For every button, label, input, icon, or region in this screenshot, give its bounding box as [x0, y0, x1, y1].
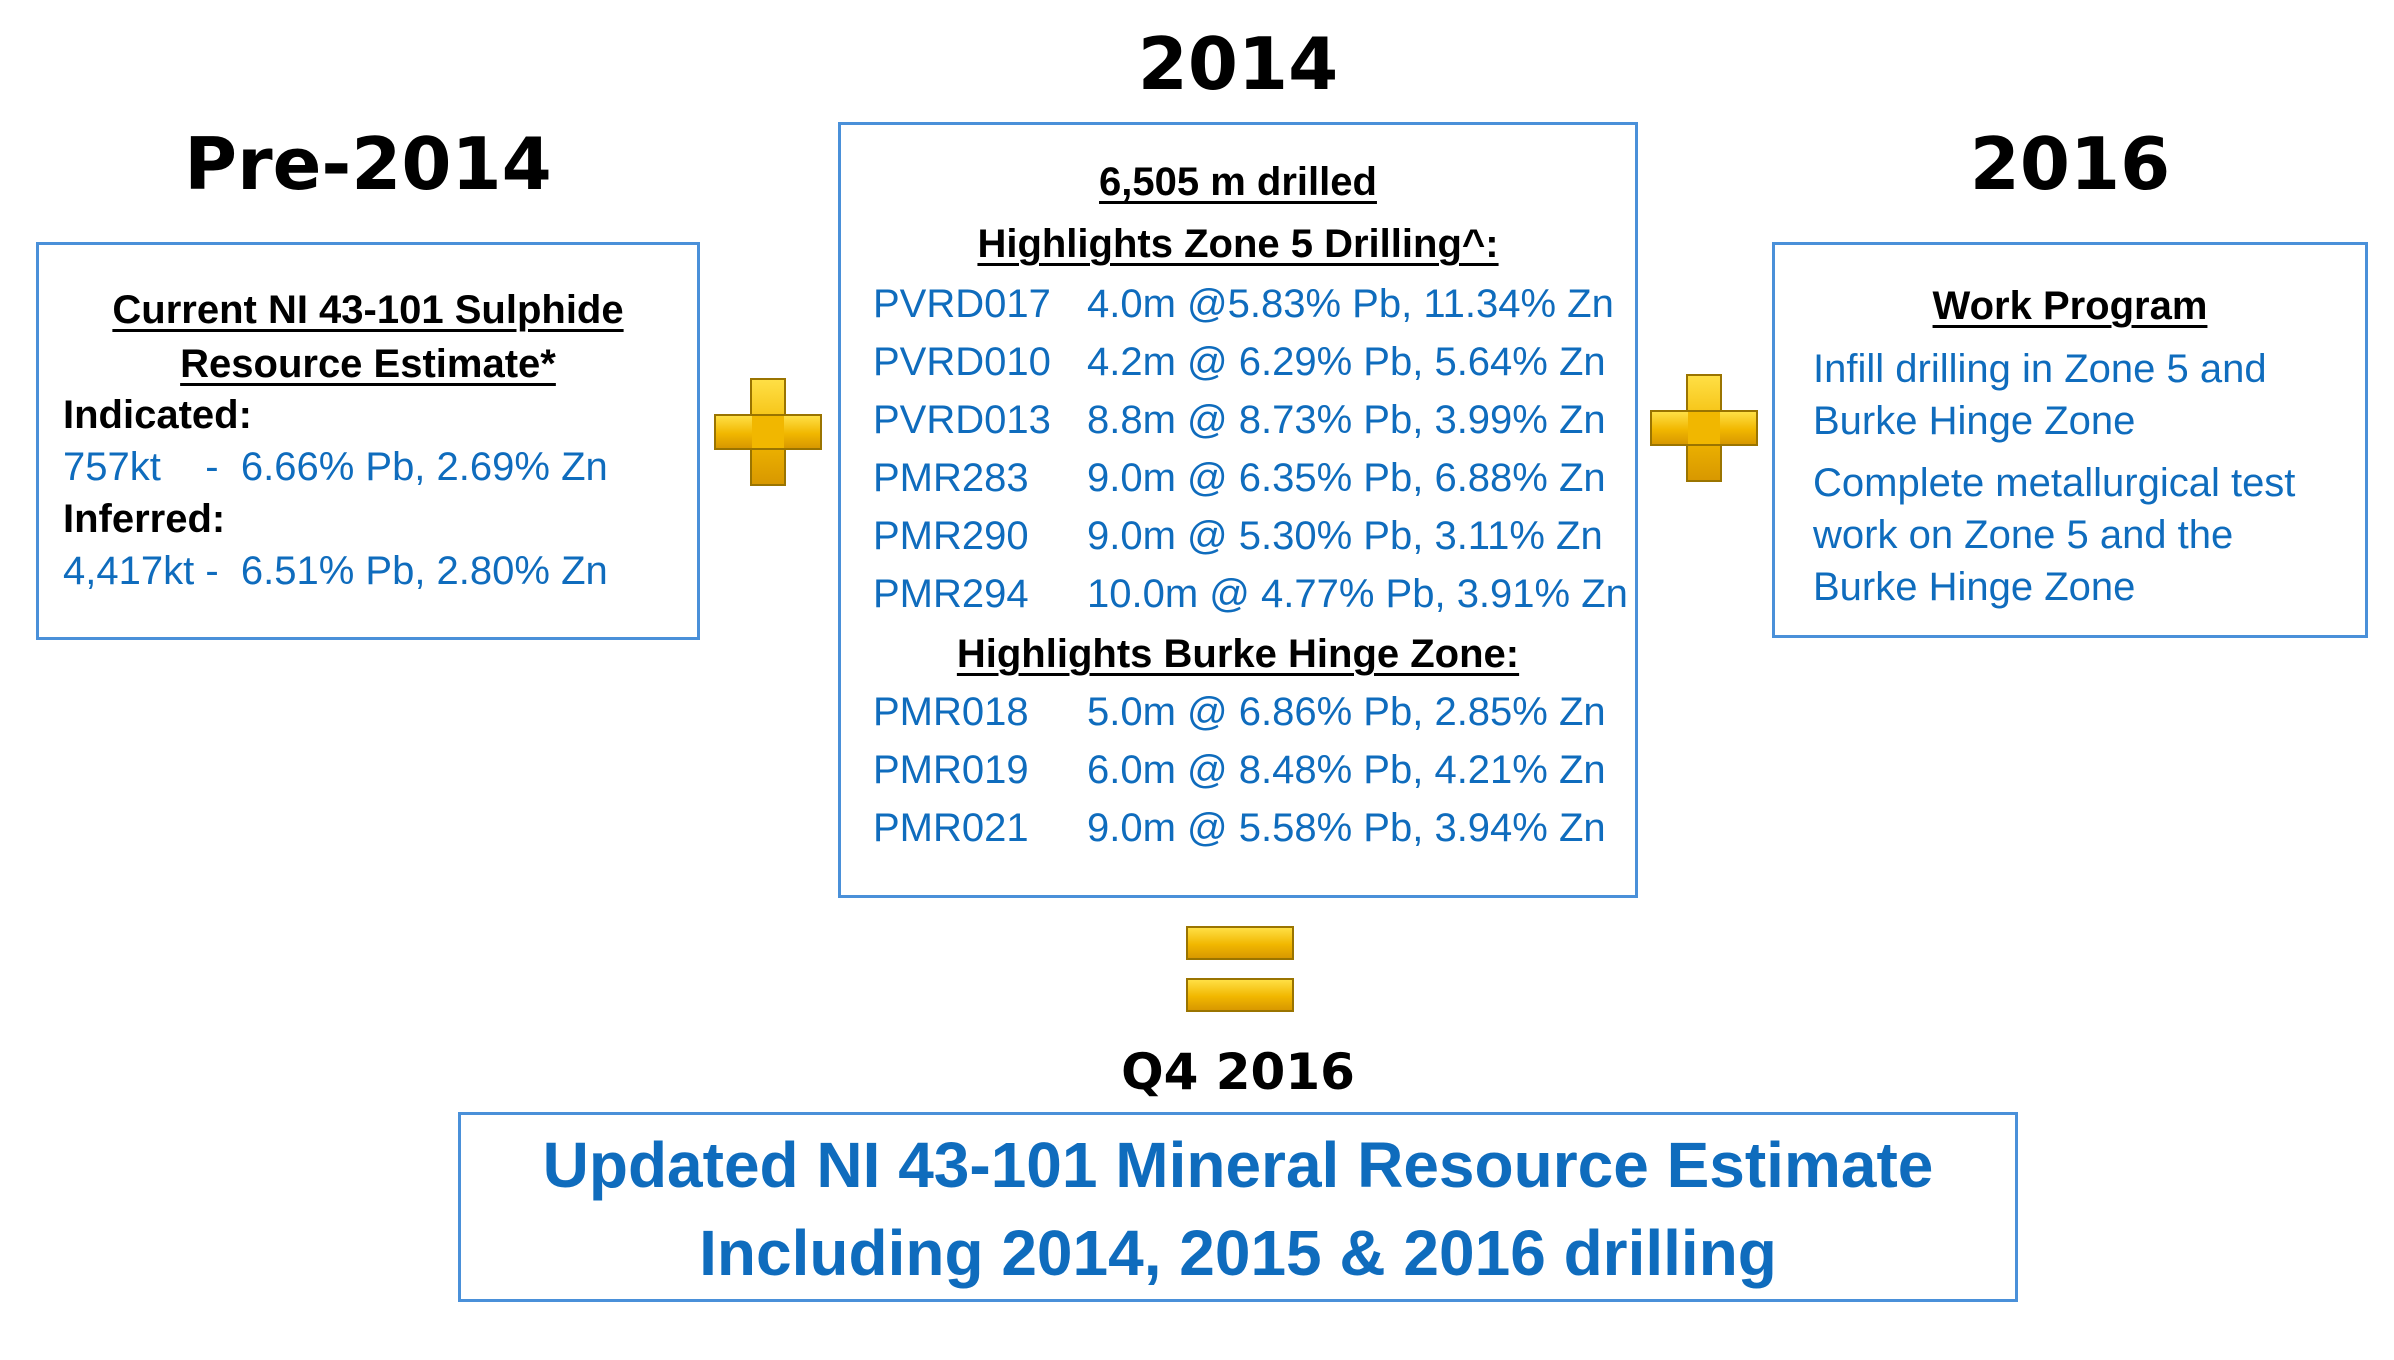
- plus-icon: [1650, 374, 1758, 482]
- equals-icon: [1186, 926, 1294, 1012]
- heading-pre-2014: Pre-2014: [184, 122, 552, 206]
- work-program-title: Work Program: [1932, 284, 2208, 328]
- work-item-2-line3: Burke Hinge Zone: [1813, 565, 2136, 609]
- inferred-label: Inferred:: [63, 497, 226, 541]
- drill-result: 6.0m @ 8.48% Pb, 4.21% Zn: [1087, 748, 1606, 792]
- list-item: PMR283 9.0m @ 6.35% Pb, 6.88% Zn: [841, 449, 1635, 507]
- heading-2014: 2014: [1137, 22, 1339, 106]
- list-item: PMR018 5.0m @ 6.86% Pb, 2.85% Zn: [841, 683, 1635, 741]
- burke-highlights-title: Highlights Burke Hinge Zone:: [956, 632, 1520, 676]
- drilling-2014-box: 6,505 m drilled Highlights Zone 5 Drilli…: [838, 122, 1638, 898]
- heading-2016: 2016: [1969, 122, 2171, 206]
- list-item: PMR290 9.0m @ 5.30% Pb, 3.11% Zn: [841, 507, 1635, 565]
- drill-hole-id: PMR294: [873, 572, 1029, 616]
- work-program-box: Work Program Infill drilling in Zone 5 a…: [1772, 242, 2368, 638]
- drill-result: 8.8m @ 8.73% Pb, 3.99% Zn: [1087, 398, 1606, 442]
- drill-hole-id: PMR021: [873, 806, 1029, 850]
- current-resource-title-line2: Resource Estimate*: [180, 342, 556, 386]
- drill-hole-id: PMR019: [873, 748, 1029, 792]
- inferred-value: 4,417kt - 6.51% Pb, 2.80% Zn: [63, 549, 608, 593]
- drill-result: 10.0m @ 4.77% Pb, 3.91% Zn: [1087, 572, 1628, 616]
- drill-result: 4.2m @ 6.29% Pb, 5.64% Zn: [1087, 340, 1606, 384]
- drill-hole-id: PMR290: [873, 514, 1029, 558]
- burke-results-list: PMR018 5.0m @ 6.86% Pb, 2.85% Zn PMR019 6.0…: [841, 683, 1635, 857]
- updated-estimate-box: Updated NI 43-101 Mineral Resource Estim…: [458, 1112, 2018, 1302]
- drill-hole-id: PVRD013: [873, 398, 1051, 442]
- drill-result: 9.0m @ 5.58% Pb, 3.94% Zn: [1087, 806, 1606, 850]
- work-item-2-line2: work on Zone 5 and the: [1813, 513, 2234, 557]
- drill-result: 9.0m @ 5.30% Pb, 3.11% Zn: [1087, 514, 1603, 558]
- list-item: PVRD013 8.8m @ 8.73% Pb, 3.99% Zn: [841, 391, 1635, 449]
- zone5-results-list: PVRD017 4.0m @5.83% Pb, 11.34% Zn PVRD010 4…: [841, 275, 1635, 623]
- list-item: PVRD017 4.0m @5.83% Pb, 11.34% Zn: [841, 275, 1635, 333]
- zone5-highlights-title: Highlights Zone 5 Drilling^:: [977, 222, 1499, 266]
- indicated-label: Indicated:: [63, 393, 252, 437]
- list-item: PMR019 6.0m @ 8.48% Pb, 4.21% Zn: [841, 741, 1635, 799]
- list-item: PVRD010 4.2m @ 6.29% Pb, 5.64% Zn: [841, 333, 1635, 391]
- current-resource-title-line1: Current NI 43-101 Sulphide: [112, 288, 624, 332]
- work-item-2-line1: Complete metallurgical test: [1813, 461, 2296, 505]
- drill-hole-id: PMR283: [873, 456, 1029, 500]
- current-resource-box: Current NI 43-101 Sulphide Resource Esti…: [36, 242, 700, 640]
- drill-result: 4.0m @5.83% Pb, 11.34% Zn: [1087, 282, 1614, 326]
- drill-hole-id: PVRD017: [873, 282, 1051, 326]
- work-item-1-line1: Infill drilling in Zone 5 and: [1813, 347, 2267, 391]
- drill-hole-id: PMR018: [873, 690, 1029, 734]
- updated-estimate-line1: Updated NI 43-101 Mineral Resource Estim…: [542, 1129, 1934, 1201]
- drill-result: 9.0m @ 6.35% Pb, 6.88% Zn: [1087, 456, 1606, 500]
- indicated-value: 757kt - 6.66% Pb, 2.69% Zn: [63, 445, 608, 489]
- drill-result: 5.0m @ 6.86% Pb, 2.85% Zn: [1087, 690, 1606, 734]
- heading-q4-2016: Q4 2016: [1121, 1043, 1355, 1101]
- updated-estimate-line2: Including 2014, 2015 & 2016 drilling: [699, 1217, 1777, 1289]
- meters-drilled: 6,505 m drilled: [1099, 160, 1377, 204]
- drill-hole-id: PVRD010: [873, 340, 1051, 384]
- list-item: PMR021 9.0m @ 5.58% Pb, 3.94% Zn: [841, 799, 1635, 857]
- plus-icon: [714, 378, 822, 486]
- list-item: PMR294 10.0m @ 4.77% Pb, 3.91% Zn: [841, 565, 1635, 623]
- work-item-1-line2: Burke Hinge Zone: [1813, 399, 2136, 443]
